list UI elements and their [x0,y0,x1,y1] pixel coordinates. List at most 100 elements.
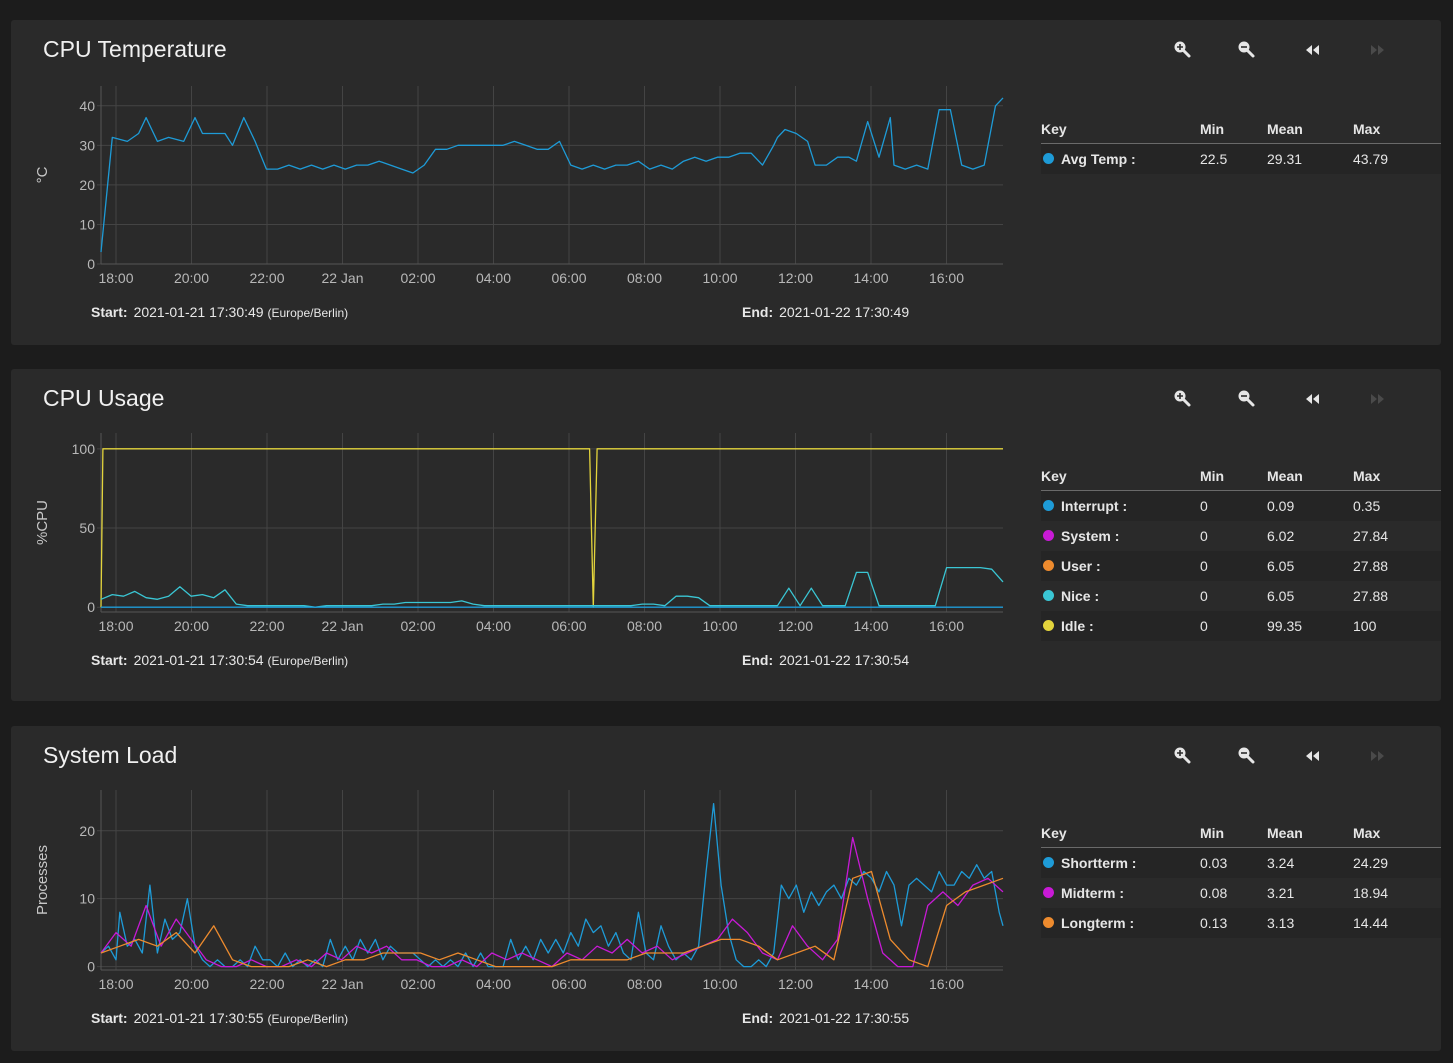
x-tick-label: 22:00 [249,270,284,286]
y-tick-label: 10 [79,216,95,232]
x-tick-label: 18:00 [98,618,133,634]
step-back-button[interactable] [1301,389,1325,409]
x-tick-label: 02:00 [400,976,435,992]
timezone: (Europe/Berlin) [267,306,349,320]
zoom-in-icon [1173,389,1197,409]
zoom-in-button[interactable] [1173,389,1197,409]
legend-row[interactable]: Nice : 0 6.05 27.88 [1041,581,1441,611]
series-name: Interrupt : [1061,498,1128,514]
series-min: 0 [1200,588,1208,604]
series-color-dot [1043,500,1054,511]
card-title: CPU Usage [43,385,165,411]
end-value: 2021-01-22 17:30:54 [779,652,910,668]
x-tick-label: 20:00 [174,270,209,286]
series-color-dot [1043,560,1054,571]
chart-card: CPU Temperature 18:00 20:00 22:00 22 Jan 02:0… [11,20,1441,345]
legend-header-max: Max [1353,468,1381,484]
step-forward-button [1365,389,1389,409]
x-tick-label: 06:00 [551,976,586,992]
legend-header: Key Min Mean Max [1041,466,1441,491]
start-value: 2021-01-21 17:30:55 [133,1010,264,1026]
start-value: 2021-01-21 17:30:54 [133,652,264,668]
zoom-in-button[interactable] [1173,40,1197,60]
y-tick-label: 30 [79,137,95,153]
zoom-out-button[interactable] [1237,389,1261,409]
timezone: (Europe/Berlin) [267,1012,349,1026]
series-min: 0 [1200,528,1208,544]
legend-row[interactable]: Idle : 0 99.35 100 [1041,611,1441,641]
chart-plot[interactable]: 18:00 20:00 22:00 22 Jan 02:00 04:00 06:00 08:0… [11,369,1021,701]
y-tick-label: 40 [79,98,95,114]
x-tick-label: 22:00 [249,618,284,634]
series-name: Idle : [1061,618,1094,634]
series-min: 22.5 [1200,151,1228,167]
series-line-longterm [100,870,1004,968]
legend-header-key: Key [1041,121,1067,137]
x-tick-label: 10:00 [702,270,737,286]
zoom-out-button[interactable] [1237,40,1261,60]
card-title: System Load [43,742,178,768]
start-time: Start: 2021-01-21 17:30:55 (Europe/Berlin… [91,1010,348,1026]
series-line [100,97,1004,253]
legend-header-mean: Mean [1267,825,1303,841]
legend-row[interactable]: Avg Temp : 22.5 29.31 43.79 [1041,144,1441,174]
legend-header-max: Max [1353,121,1381,137]
x-tick-label: 04:00 [476,976,511,992]
x-tick-label: 18:00 [98,976,133,992]
x-tick-label: 22 Jan [321,270,363,286]
series-name: Longterm : [1061,915,1135,931]
zoom-out-button[interactable] [1237,746,1261,766]
x-tick-label: 06:00 [551,270,586,286]
legend-table: Key Min Mean Max Shortterm : 0.03 3.24 24.29 Mid… [1041,823,1441,938]
zoom-out-icon [1237,746,1261,766]
y-tick-label: 0 [87,256,95,272]
legend-row[interactable]: Shortterm : 0.03 3.24 24.29 [1041,848,1441,878]
x-tick-label: 18:00 [98,270,133,286]
step-back-icon [1301,40,1325,60]
x-tick-label: 08:00 [627,976,662,992]
chart-card: CPU Usage 18:00 20:00 22:00 22 Jan 02:00 04:00… [11,369,1441,701]
start-time: Start: 2021-01-21 17:30:49 (Europe/Berlin… [91,304,348,320]
series-mean: 6.05 [1267,588,1295,604]
y-tick-label: 100 [72,441,96,457]
zoom-in-icon [1173,40,1197,60]
legend-row[interactable]: Longterm : 0.13 3.13 14.44 [1041,908,1441,938]
legend-row[interactable]: System : 0 6.02 27.84 [1041,521,1441,551]
x-tick-label: 14:00 [853,976,888,992]
y-tick-label: 0 [87,599,95,615]
legend-header: Key Min Mean Max [1041,119,1441,144]
end-time: End: 2021-01-22 17:30:55 [742,1010,909,1026]
zoom-in-icon [1173,746,1197,766]
legend-row[interactable]: Midterm : 0.08 3.21 18.94 [1041,878,1441,908]
legend-row[interactable]: User : 0 6.05 27.88 [1041,551,1441,581]
zoom-in-button[interactable] [1173,746,1197,766]
series-line-nice [100,566,1004,608]
x-tick-label: 16:00 [929,618,964,634]
x-tick-label: 16:00 [929,270,964,286]
end-value: 2021-01-22 17:30:55 [779,1010,910,1026]
series-mean: 3.24 [1267,855,1295,871]
series-min: 0 [1200,618,1208,634]
step-back-button[interactable] [1301,746,1325,766]
series-mean: 3.13 [1267,915,1295,931]
legend-header-min: Min [1200,825,1225,841]
y-axis-label: Processes [34,845,51,915]
chart-plot[interactable]: 18:00 20:00 22:00 22 Jan 02:00 04:00 06:00 08:0… [11,726,1021,1051]
series-name: Nice : [1061,588,1100,604]
x-tick-label: 20:00 [174,976,209,992]
series-min: 0.13 [1200,915,1228,931]
series-name: User : [1061,558,1101,574]
series-max: 24.29 [1353,855,1389,871]
x-tick-label: 10:00 [702,618,737,634]
x-tick-label: 12:00 [778,976,813,992]
legend-row[interactable]: Interrupt : 0 0.09 0.35 [1041,491,1441,521]
chart-plot[interactable]: 18:00 20:00 22:00 22 Jan 02:00 04:00 06:00 08:0… [11,20,1021,345]
legend-table: Key Min Mean Max Avg Temp : 22.5 29.31 43.79 [1041,119,1441,174]
chart-card: System Load 18:00 20:00 22:00 22 Jan 02:00 04:… [11,726,1441,1051]
legend-header-key: Key [1041,468,1067,484]
start-label: Start: [91,652,128,668]
x-tick-label: 02:00 [400,270,435,286]
series-mean: 6.05 [1267,558,1295,574]
series-min: 0.08 [1200,885,1228,901]
step-back-button[interactable] [1301,40,1325,60]
